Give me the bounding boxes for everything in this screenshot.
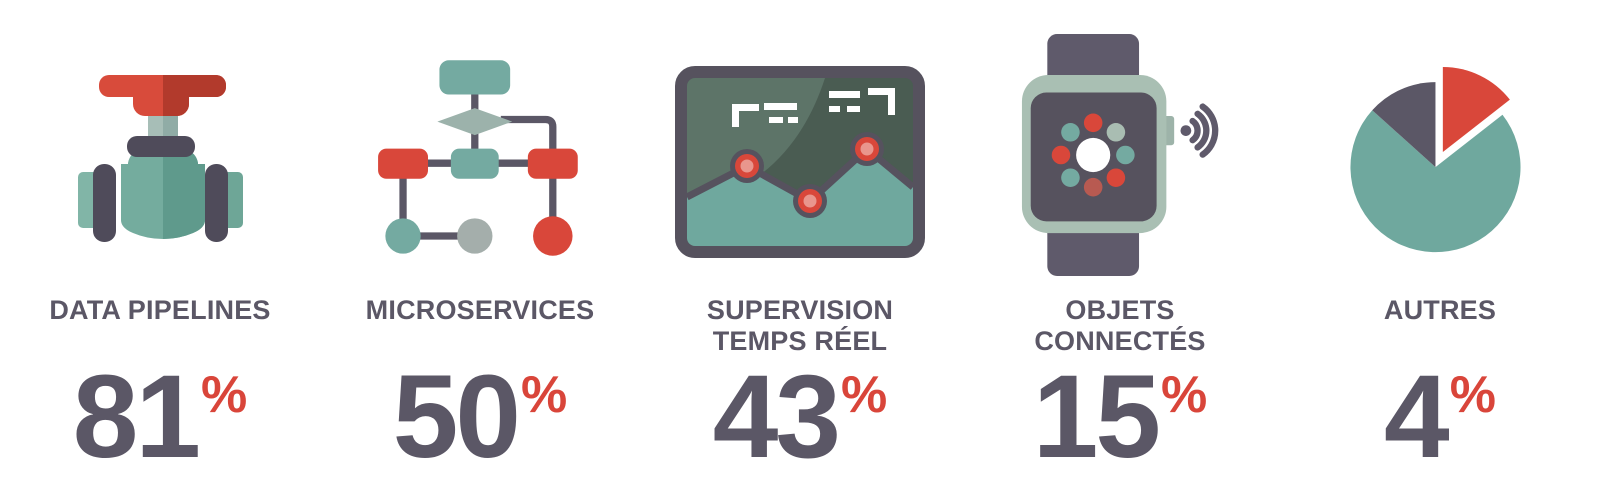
stat-label: AUTRES	[1384, 295, 1496, 369]
stat-value: 43%	[713, 358, 888, 476]
flowchart-icon	[378, 59, 578, 256]
stat-number: 15	[1032, 351, 1161, 483]
valve-icon	[77, 74, 243, 242]
dashboard-monitor-icon	[675, 65, 925, 258]
stat-number: 81	[72, 351, 201, 483]
wireless-signal-icon	[1180, 102, 1218, 158]
stat-column-objets-connectes: OBJETS CONNECTÉS 15%	[960, 0, 1280, 486]
stat-column-autres: AUTRES 4%	[1280, 0, 1600, 486]
stat-column-microservices: MICROSERVICES 50%	[320, 0, 640, 486]
icon-area	[1280, 0, 1600, 295]
icon-area	[960, 0, 1280, 295]
stat-label-line: MICROSERVICES	[365, 295, 595, 325]
stat-label: MICROSERVICES	[366, 295, 595, 369]
stat-label-line: DATA PIPELINES	[49, 295, 271, 325]
stat-label: DATA PIPELINES	[49, 295, 270, 369]
stat-label-line: OBJETS	[1065, 295, 1175, 325]
stat-number: 43	[712, 351, 841, 483]
percent-sign: %	[841, 366, 888, 424]
icon-area	[640, 0, 960, 295]
stat-number: 50	[392, 351, 521, 483]
icon-area	[0, 0, 320, 295]
stat-value: 50%	[393, 358, 568, 476]
icon-area	[320, 0, 640, 295]
percent-sign: %	[521, 366, 568, 424]
percent-sign: %	[1161, 366, 1208, 424]
stat-label-line: CONNECTÉS	[1034, 326, 1206, 357]
percent-sign: %	[1449, 366, 1496, 424]
stat-label-line: TEMPS RÉEL	[712, 326, 888, 357]
stat-column-supervision: SUPERVISION TEMPS RÉEL 43%	[640, 0, 960, 486]
pie-chart-icon	[1349, 66, 1521, 252]
stat-column-data-pipelines: DATA PIPELINES 81%	[0, 0, 320, 486]
stat-value: 81%	[73, 358, 248, 476]
stat-label: SUPERVISION TEMPS RÉEL	[707, 295, 893, 369]
stat-value: 15%	[1033, 358, 1208, 476]
percent-sign: %	[201, 366, 248, 424]
stat-label-line: SUPERVISION	[706, 295, 894, 325]
stat-number: 4	[1384, 351, 1450, 483]
stat-value: 4%	[1384, 358, 1496, 476]
smartwatch-icon	[1021, 33, 1218, 276]
stat-label: OBJETS CONNECTÉS	[1034, 295, 1205, 369]
stat-label-line: AUTRES	[1383, 295, 1497, 325]
